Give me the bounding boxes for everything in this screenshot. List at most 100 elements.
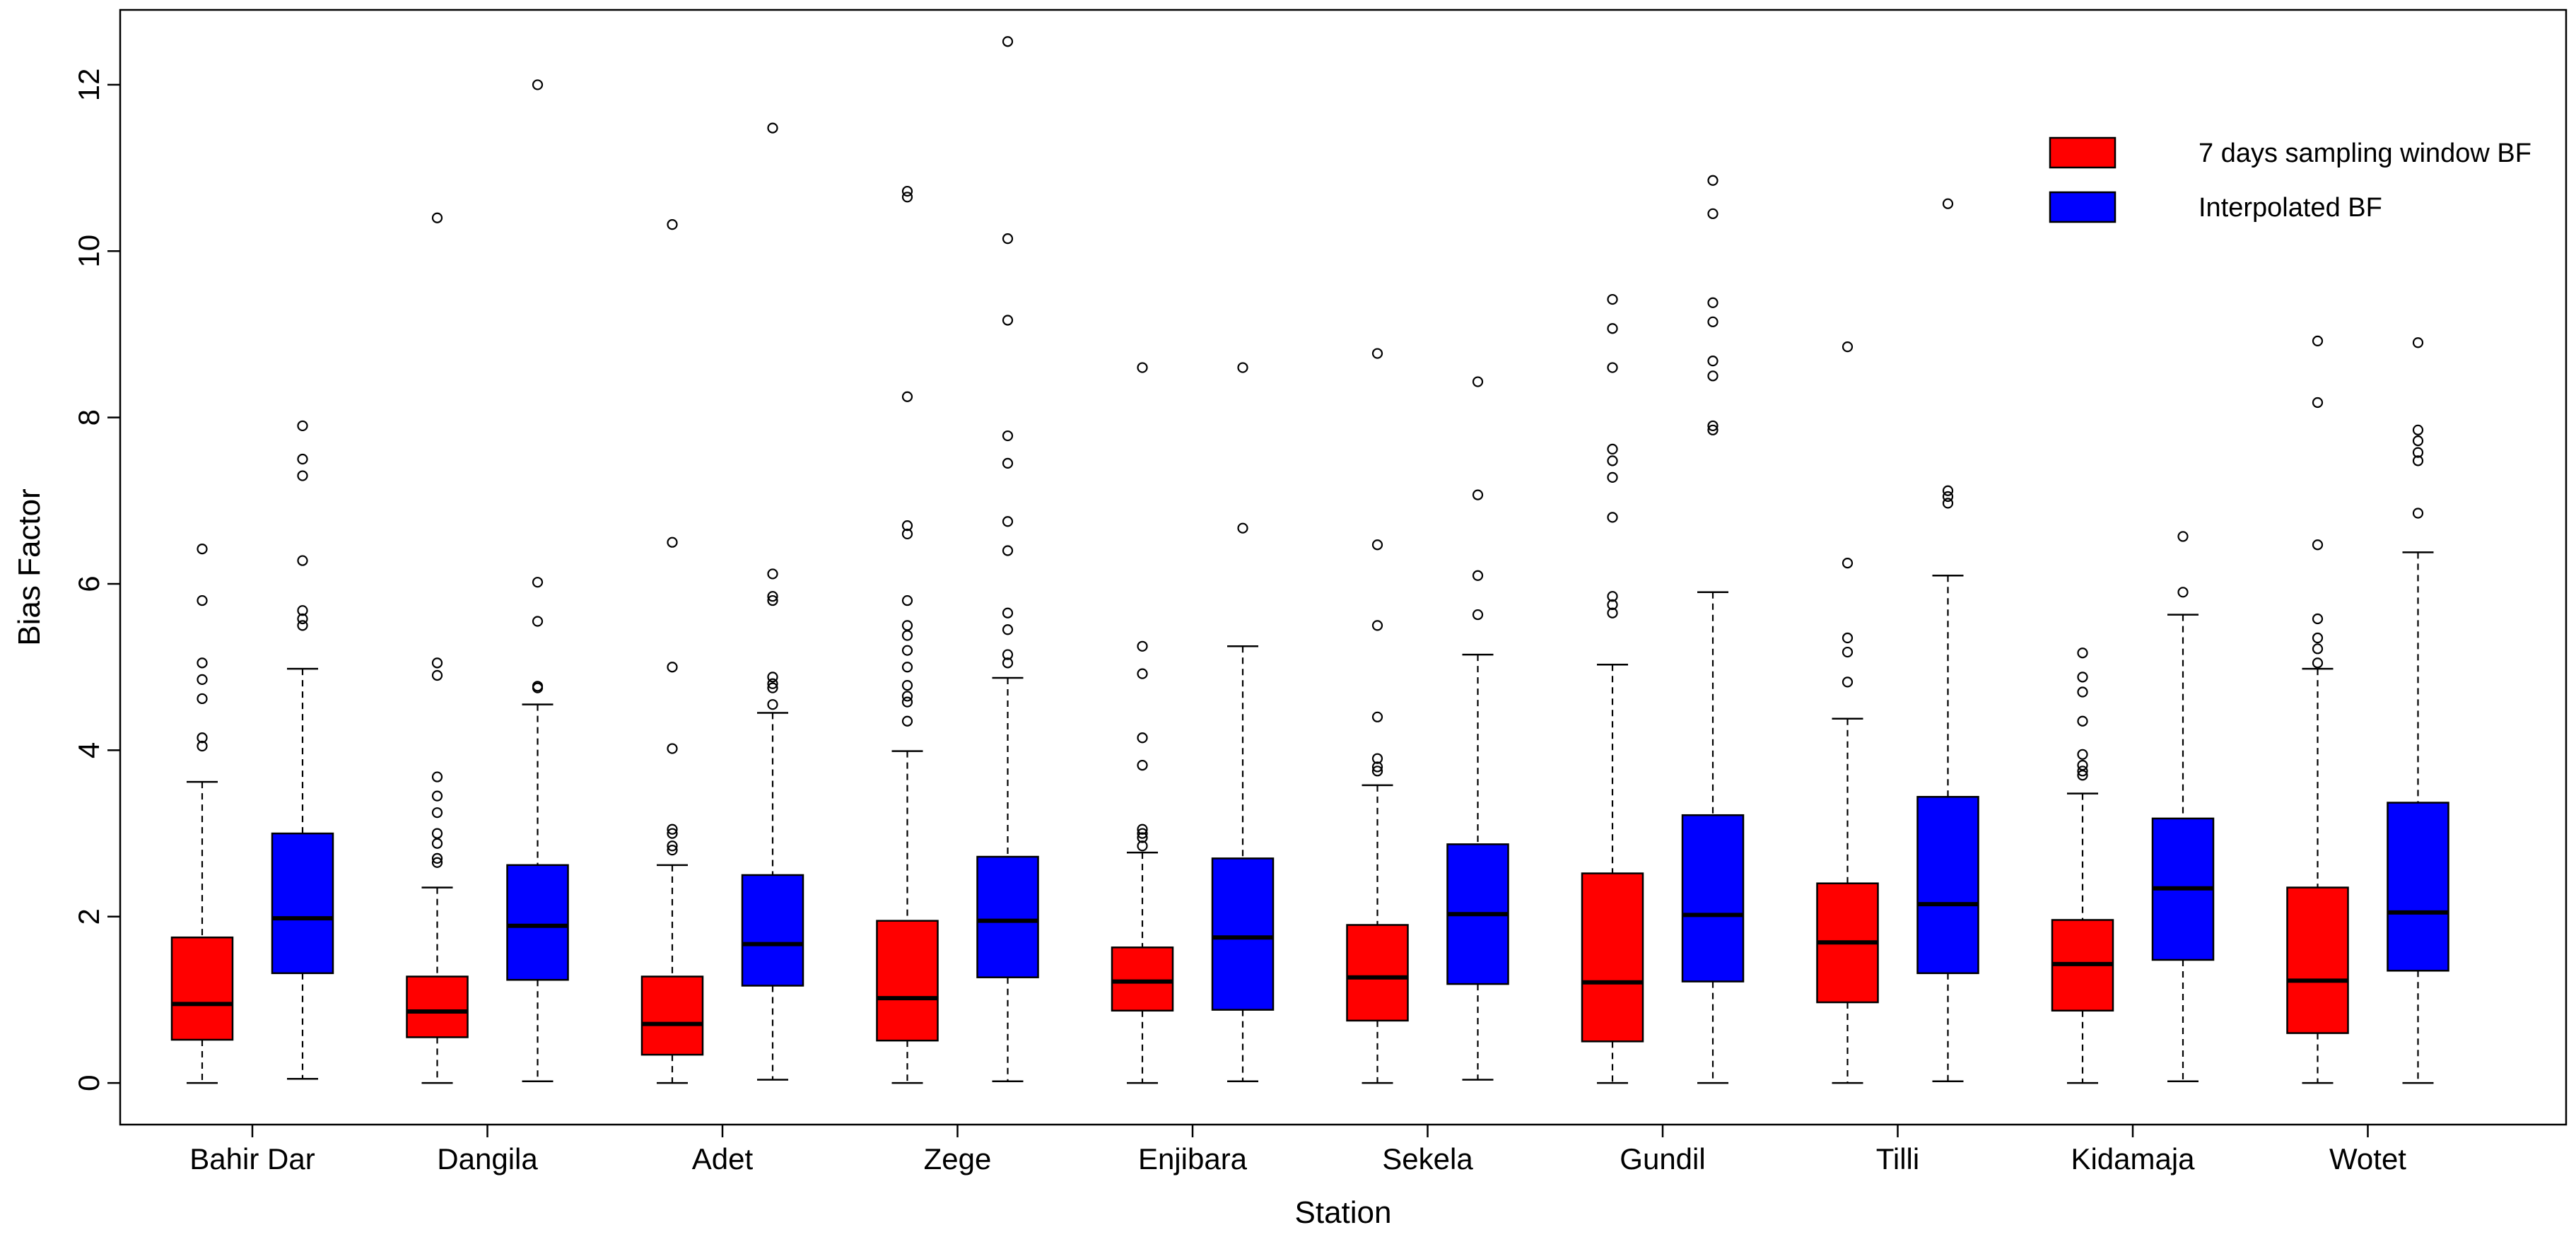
x-tick-label: Enjibara — [1138, 1142, 1248, 1175]
outlier-point — [1371, 348, 1383, 359]
iqr-box — [640, 975, 704, 1056]
outlier-point — [901, 662, 913, 673]
y-tick-label: 2 — [72, 908, 105, 925]
outlier-point — [767, 568, 778, 580]
outlier-point — [2177, 587, 2189, 598]
outlier-point — [532, 681, 544, 692]
outlier-point — [431, 657, 443, 669]
outlier-point — [1371, 753, 1383, 764]
outlier-point — [2177, 531, 2189, 542]
outlier-point — [1942, 491, 1954, 503]
x-tick-label: Wotet — [2329, 1142, 2406, 1175]
outlier-point — [197, 674, 208, 685]
outlier-point — [901, 192, 913, 203]
outlier-point — [1472, 570, 1484, 581]
outlier-point — [1707, 297, 1719, 308]
outlier-point — [297, 470, 308, 481]
outlier-point — [197, 544, 208, 555]
outlier-point — [1371, 620, 1383, 631]
box-interpolated-enjibara — [1211, 362, 1275, 1083]
outlier-point — [2412, 447, 2424, 458]
outlier-point — [2412, 435, 2424, 447]
outlier-point — [197, 740, 208, 752]
outlier-point — [1707, 424, 1719, 435]
box-interpolated-adet — [741, 122, 804, 1081]
outlier-point — [2312, 613, 2324, 625]
legend-label-interpolated: Interpolated BF — [2199, 193, 2382, 223]
outlier-point — [431, 790, 443, 802]
outlier-point — [431, 857, 443, 868]
outlier-point — [1607, 471, 1618, 483]
outlier-point — [2312, 657, 2324, 669]
iqr-box — [2286, 886, 2349, 1034]
outlier-point — [901, 645, 913, 656]
box-sampling-gundil — [1581, 293, 1644, 1084]
box-interpolated-zege — [976, 36, 1039, 1083]
box-sampling-zege — [876, 185, 939, 1084]
box-sampling-kidamaja — [2051, 647, 2114, 1084]
outlier-point — [1137, 823, 1148, 835]
outlier-point — [2312, 397, 2324, 409]
outlier-point — [2077, 647, 2088, 659]
plot-frame — [119, 8, 2568, 1126]
outlier-point — [1472, 489, 1484, 500]
outlier-point — [1237, 522, 1248, 534]
iqr-box — [1916, 796, 1979, 975]
outlier-point — [1371, 761, 1383, 773]
outlier-point — [431, 807, 443, 819]
outlier-point — [1137, 362, 1148, 373]
legend-swatch-interpolated — [2049, 191, 2117, 223]
y-tick-label: 6 — [72, 575, 105, 592]
axes: 0 2 4 6 8 10 12 Bahir Dar Dangila Adet Zege Enjibar… — [72, 69, 2406, 1175]
outlier-point — [2312, 643, 2324, 655]
outlier-point — [1842, 676, 1854, 688]
outlier-point — [431, 669, 443, 681]
outlier-point — [431, 828, 443, 839]
outlier-point — [901, 691, 913, 702]
outlier-point — [431, 838, 443, 849]
box-sampling-bahir-dar — [170, 544, 234, 1084]
box-interpolated-gundil — [1681, 175, 1745, 1084]
outlier-point — [767, 672, 778, 683]
outlier-point — [197, 693, 208, 705]
outlier-point — [431, 771, 443, 782]
outlier-point — [1942, 198, 1954, 209]
outlier-point — [1002, 657, 1014, 669]
x-tick-label: Adet — [692, 1142, 754, 1175]
outlier-point — [1137, 832, 1148, 843]
plot-area — [119, 8, 2568, 1126]
iqr-box — [741, 874, 804, 987]
outlier-point — [1842, 632, 1854, 644]
outlier-point — [1707, 316, 1719, 327]
iqr-box — [1111, 946, 1174, 1012]
iqr-box — [406, 975, 469, 1038]
outlier-point — [2077, 686, 2088, 698]
legend-swatch-7-days — [2049, 136, 2117, 169]
outlier-point — [1707, 370, 1719, 382]
outlier-point — [2412, 424, 2424, 435]
outlier-point — [1137, 732, 1148, 744]
outlier-point — [901, 630, 913, 641]
outlier-point — [1842, 646, 1854, 658]
outlier-point — [1002, 36, 1014, 47]
box-interpolated-wotet — [2387, 337, 2449, 1084]
outlier-point — [1607, 362, 1618, 373]
outlier-point — [2077, 766, 2088, 777]
y-tick-label: 4 — [72, 742, 105, 758]
outlier-point — [767, 699, 778, 710]
outlier-point — [901, 520, 913, 532]
box-sampling-tilli — [1816, 341, 1879, 1084]
outlier-point — [2312, 632, 2324, 644]
iqr-box — [876, 920, 939, 1042]
outlier-point — [667, 743, 678, 754]
outlier-point — [1137, 668, 1148, 679]
outlier-point — [197, 657, 208, 669]
outlier-point — [1707, 420, 1719, 432]
iqr-box — [1581, 872, 1644, 1043]
iqr-box — [506, 864, 569, 981]
outlier-point — [1707, 175, 1719, 186]
outlier-point — [1607, 443, 1618, 455]
outlier-point — [2077, 770, 2088, 781]
box-interpolated-bahir-dar — [271, 420, 334, 1080]
outlier-point — [1607, 323, 1618, 334]
